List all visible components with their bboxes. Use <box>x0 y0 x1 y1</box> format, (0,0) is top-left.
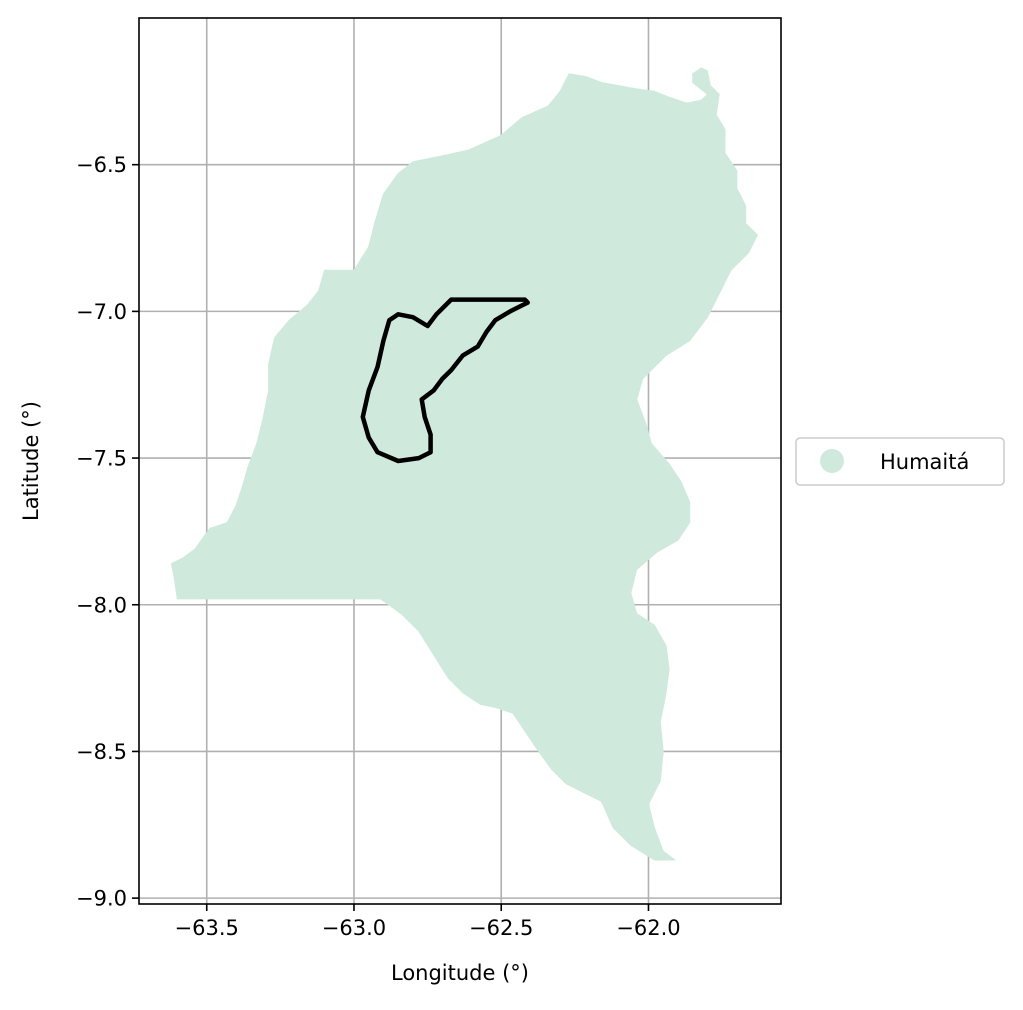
legend-label: Humaitá <box>880 450 969 474</box>
y-axis-label: Latitude (°) <box>19 401 43 521</box>
legend-marker <box>820 449 844 473</box>
y-tick-label: −6.5 <box>76 153 127 177</box>
x-tick-label: −63.0 <box>322 916 386 940</box>
x-axis-label: Longitude (°) <box>391 961 529 985</box>
legend: Humaitá <box>796 438 1004 485</box>
y-tick-label: −8.0 <box>76 593 127 617</box>
x-tick-label: −62.5 <box>469 916 533 940</box>
y-tick-label: −7.0 <box>76 300 127 324</box>
y-tick-label: −7.5 <box>76 447 127 471</box>
x-tick-label: −63.5 <box>175 916 239 940</box>
y-tick-label: −8.5 <box>76 740 127 764</box>
y-tick-label: −9.0 <box>76 887 127 911</box>
x-tick-label: −62.0 <box>616 916 680 940</box>
